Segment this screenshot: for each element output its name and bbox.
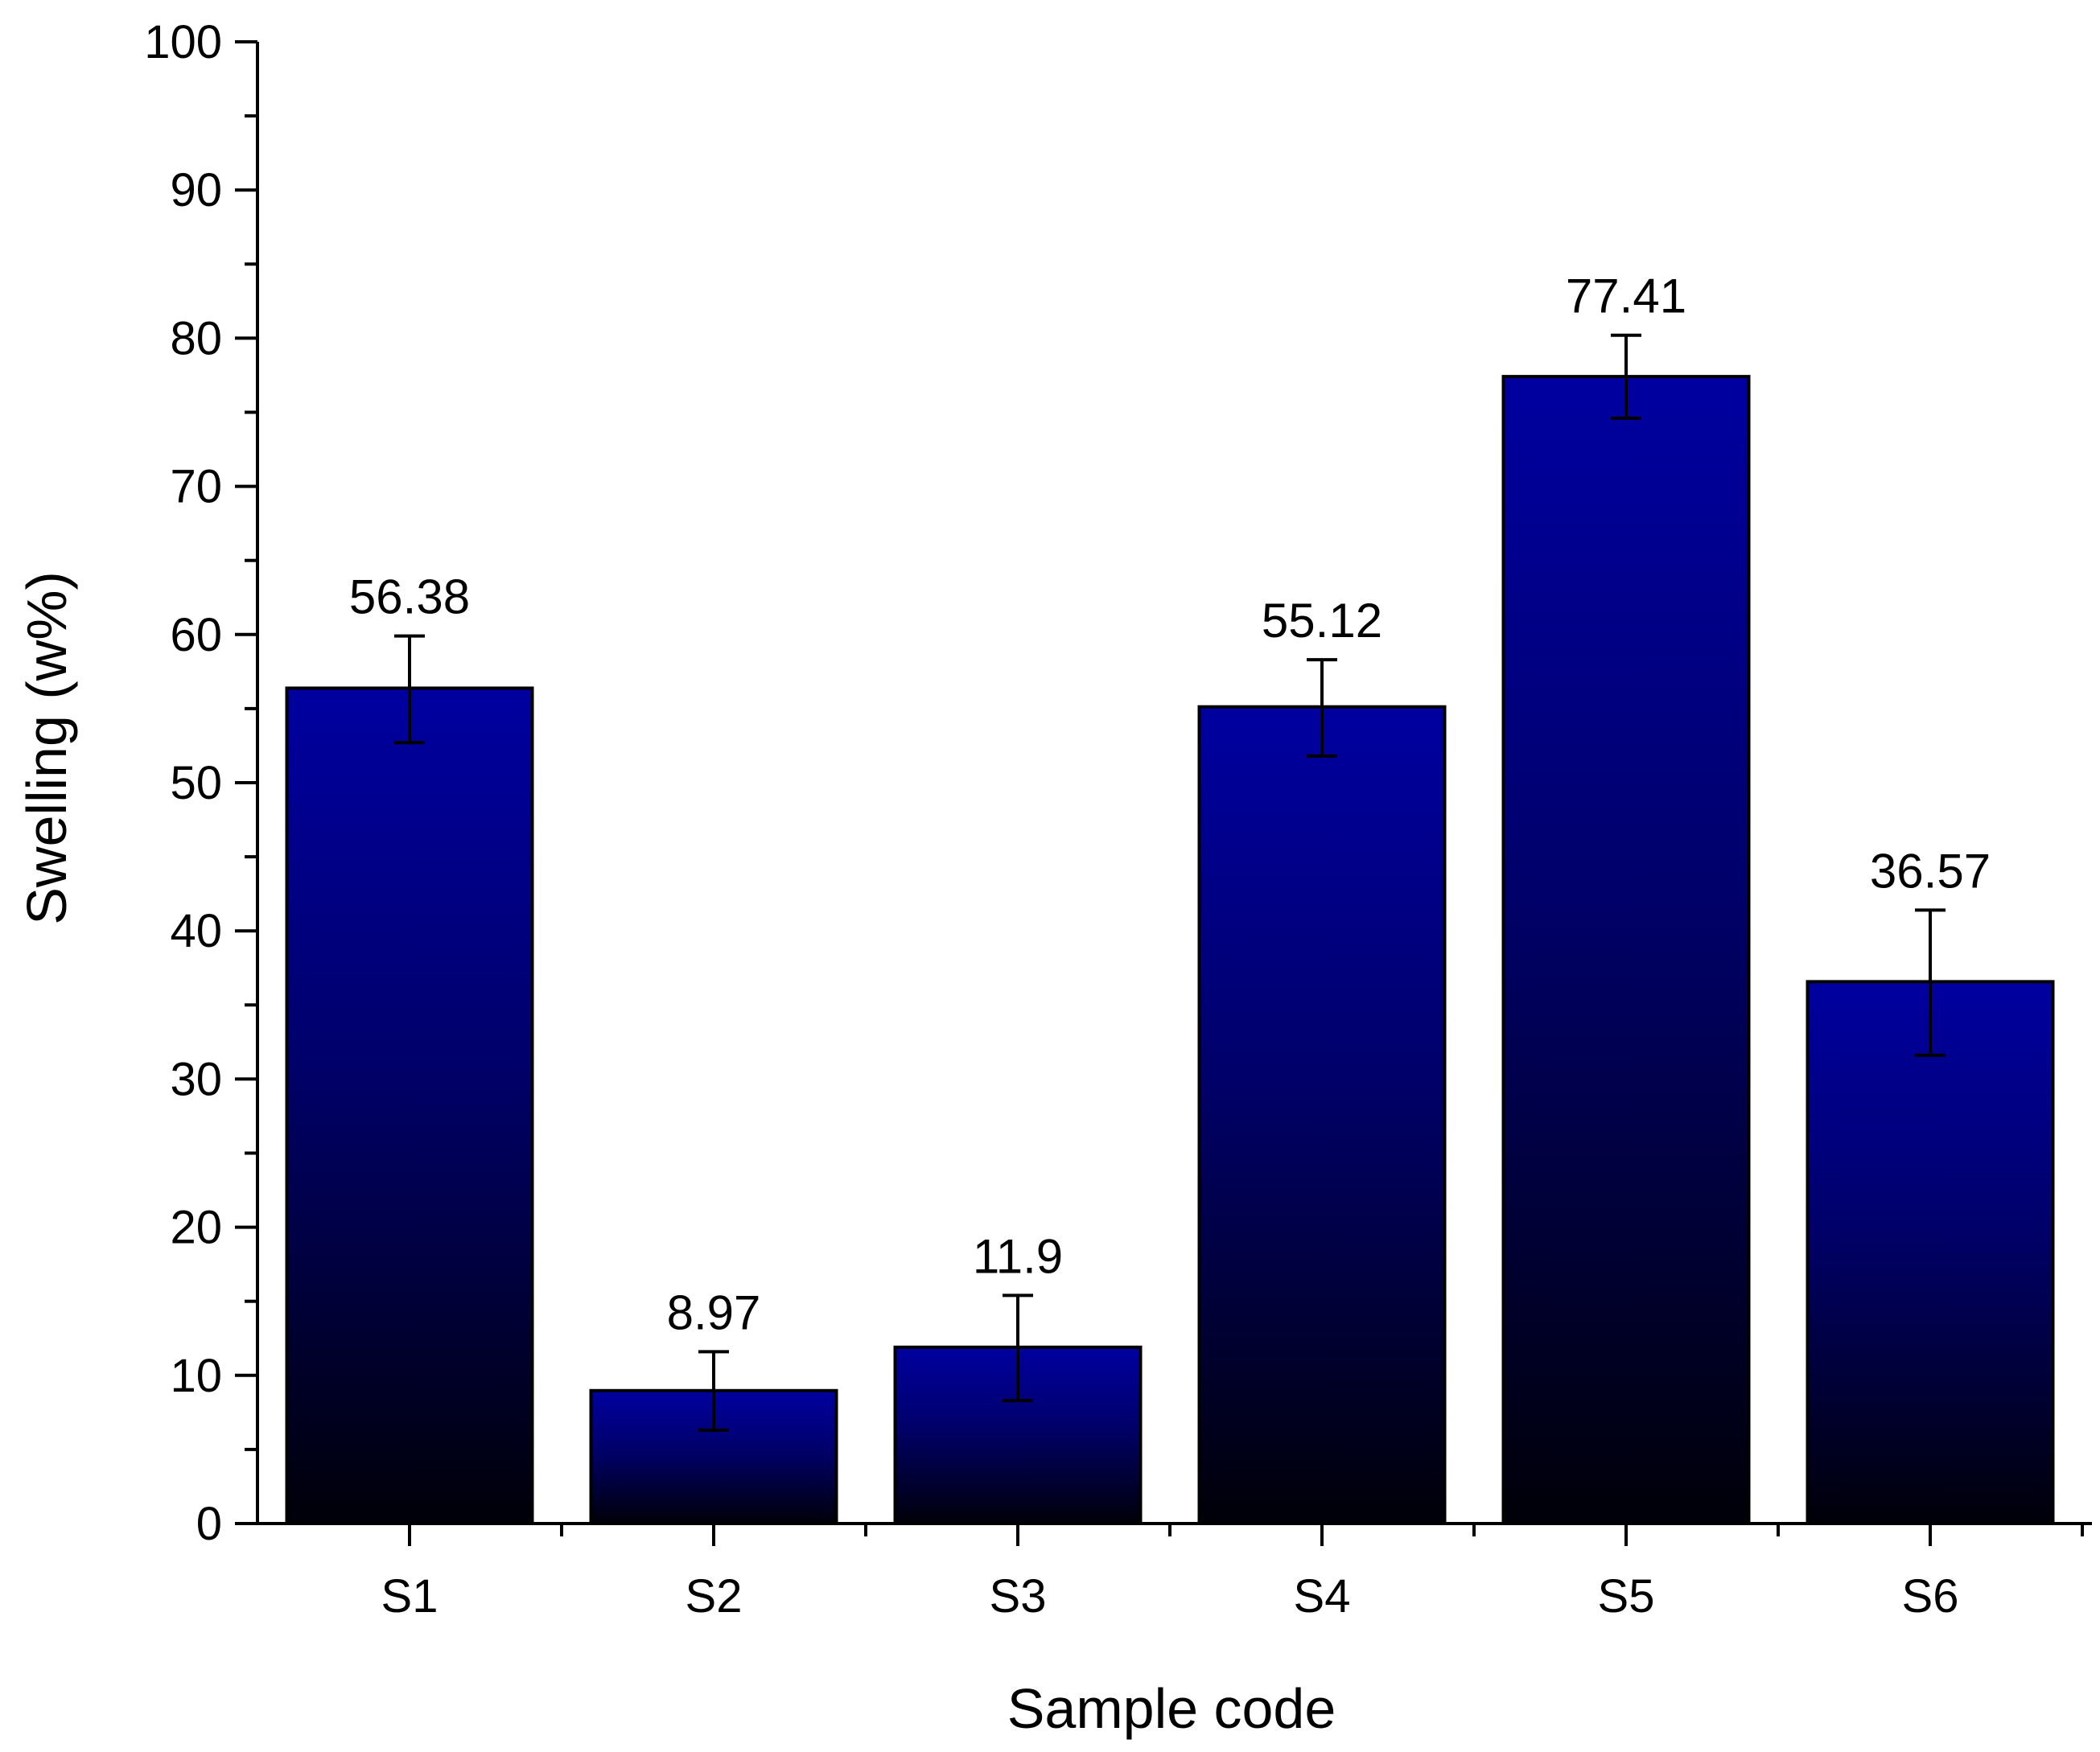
y-tick-label: 100 — [144, 16, 222, 68]
y-tick-label: 50 — [170, 757, 222, 809]
error-bar-s5 — [1611, 333, 1641, 420]
bar-s6 — [1806, 980, 2055, 1525]
x-tick-label: S3 — [990, 1570, 1047, 1622]
bars — [285, 375, 2055, 1526]
x-tick-label: S5 — [1598, 1570, 1655, 1622]
data-label-s4: 55.12 — [1262, 594, 1382, 648]
data-label-s5: 77.41 — [1566, 269, 1686, 323]
x-axis-ticks: S1 S2 S3 S4 S5 S6 — [381, 1524, 2084, 1622]
y-tick-label: 70 — [170, 461, 222, 513]
error-bar-s3 — [1003, 1293, 1033, 1403]
x-tick-label: S6 — [1902, 1570, 1959, 1622]
error-bars — [394, 333, 1946, 1432]
bar-s4 — [1197, 705, 1447, 1525]
y-tick-label: 10 — [170, 1350, 222, 1402]
y-tick-label: 30 — [170, 1053, 222, 1105]
bar-s5 — [1501, 375, 1751, 1525]
y-tick-label: 90 — [170, 164, 222, 216]
data-label-s1: 56.38 — [349, 570, 470, 624]
error-bar-s1 — [394, 634, 425, 745]
data-label-s6: 36.57 — [1870, 844, 1991, 898]
x-tick-label: S2 — [686, 1570, 743, 1622]
error-bar-s4 — [1307, 658, 1337, 758]
data-labels: 56.38 8.97 11.9 55.12 77.41 36.57 — [349, 269, 1991, 1340]
data-label-s2: 8.97 — [667, 1285, 761, 1339]
error-bar-s6 — [1915, 908, 1946, 1057]
y-tick-label: 20 — [170, 1202, 222, 1254]
y-tick-label: 40 — [170, 905, 222, 957]
y-axis-ticks: 0 10 20 30 40 50 60 70 80 90 100 — [144, 16, 257, 1550]
x-tick-label: S4 — [1294, 1570, 1351, 1622]
x-axis-title: Sample code — [1007, 1677, 1336, 1740]
y-tick-label: 60 — [170, 609, 222, 661]
bar-s1 — [285, 686, 534, 1526]
y-tick-label: 80 — [170, 312, 222, 364]
y-axis-title: Swelling (w%) — [15, 571, 78, 925]
x-tick-label: S1 — [381, 1570, 439, 1622]
data-label-s3: 11.9 — [973, 1229, 1063, 1283]
y-tick-label: 0 — [196, 1498, 222, 1550]
error-bar-s2 — [698, 1350, 729, 1432]
